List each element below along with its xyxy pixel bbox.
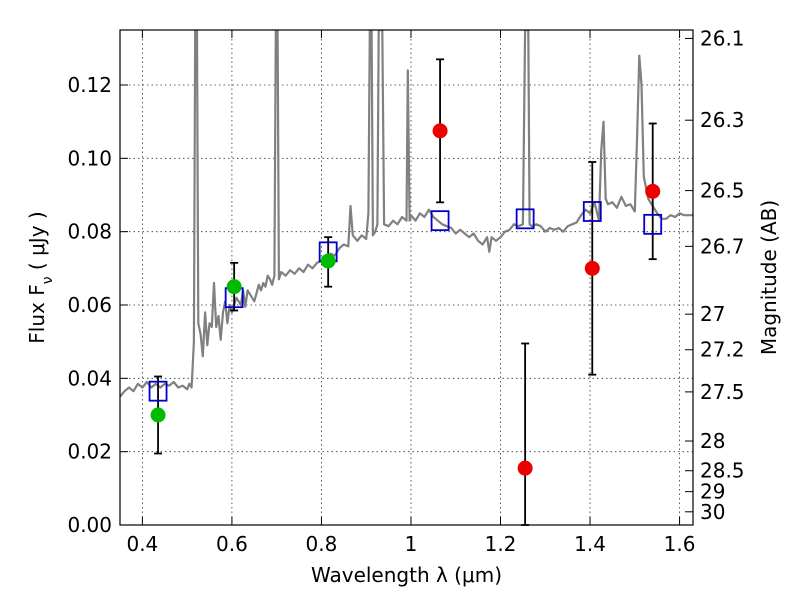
model-flux-square	[148, 380, 168, 402]
model-flux-square	[430, 210, 450, 232]
x-axis-label: Wavelength λ (μm)	[311, 563, 502, 587]
observed-flux-point	[584, 260, 600, 276]
model-spectrum	[120, 30, 693, 398]
spectrum-line	[120, 30, 693, 398]
x-tick-label: 0.4	[126, 532, 158, 556]
y2-tick-label: 28	[700, 429, 725, 453]
observed-flux-point	[320, 253, 336, 269]
y2-tick-label: 28.5	[700, 459, 745, 483]
x-tick-label: 0.8	[306, 532, 338, 556]
y2-tick-label: 27.2	[700, 338, 745, 362]
y2-tick-label: 29	[700, 480, 725, 504]
y-tick-label: 0.02	[67, 440, 112, 464]
x-tick-label: 1.6	[664, 532, 696, 556]
y-axis-label-sub: ν	[40, 276, 56, 284]
y2-tick-label: 30	[700, 500, 725, 524]
y2-tick-label: 27.5	[700, 380, 745, 404]
observed-flux-point	[645, 183, 661, 199]
axis-ticks: 0.4 0.6 0.8 1 1.2 1.4 1.6 0.00 0.02 0.04 0.06 0.08 0…	[67, 26, 744, 556]
y2-tick-label: 27	[700, 302, 725, 326]
observed-flux-point	[517, 460, 533, 476]
y2-axis-label: Magnitude (AB)	[757, 200, 781, 355]
y-axis-label: Flux Fν ( μJy )	[25, 211, 56, 343]
model-flux-square	[643, 213, 663, 235]
data-markers	[148, 123, 663, 476]
y-axis-label-main: Flux F	[25, 284, 49, 343]
y2-tick-label: 26.1	[700, 26, 745, 50]
observed-flux-point	[150, 407, 166, 423]
y-tick-label: 0.06	[67, 293, 112, 317]
y-tick-label: 0.04	[67, 366, 112, 390]
model-flux-square	[515, 208, 535, 230]
y-tick-label: 0.00	[67, 513, 112, 537]
observed-flux-point	[432, 123, 448, 139]
y2-tick-label: 26.3	[700, 108, 745, 132]
y-axis-label-unit: ( μJy )	[25, 211, 49, 276]
x-tick-label: 1.2	[485, 532, 517, 556]
model-flux-square	[582, 201, 602, 222]
y-tick-label: 0.10	[67, 146, 112, 170]
x-tick-label: 1.4	[574, 532, 606, 556]
y2-tick-label: 26.7	[700, 234, 745, 258]
y2-tick-label: 26.5	[700, 179, 745, 203]
y-tick-label: 0.12	[67, 73, 112, 97]
observed-flux-point	[226, 279, 242, 295]
x-tick-label: 0.6	[216, 532, 248, 556]
plot-frame	[119, 29, 694, 526]
y-tick-label: 0.08	[67, 220, 112, 244]
x-tick-label: 1	[405, 532, 418, 556]
